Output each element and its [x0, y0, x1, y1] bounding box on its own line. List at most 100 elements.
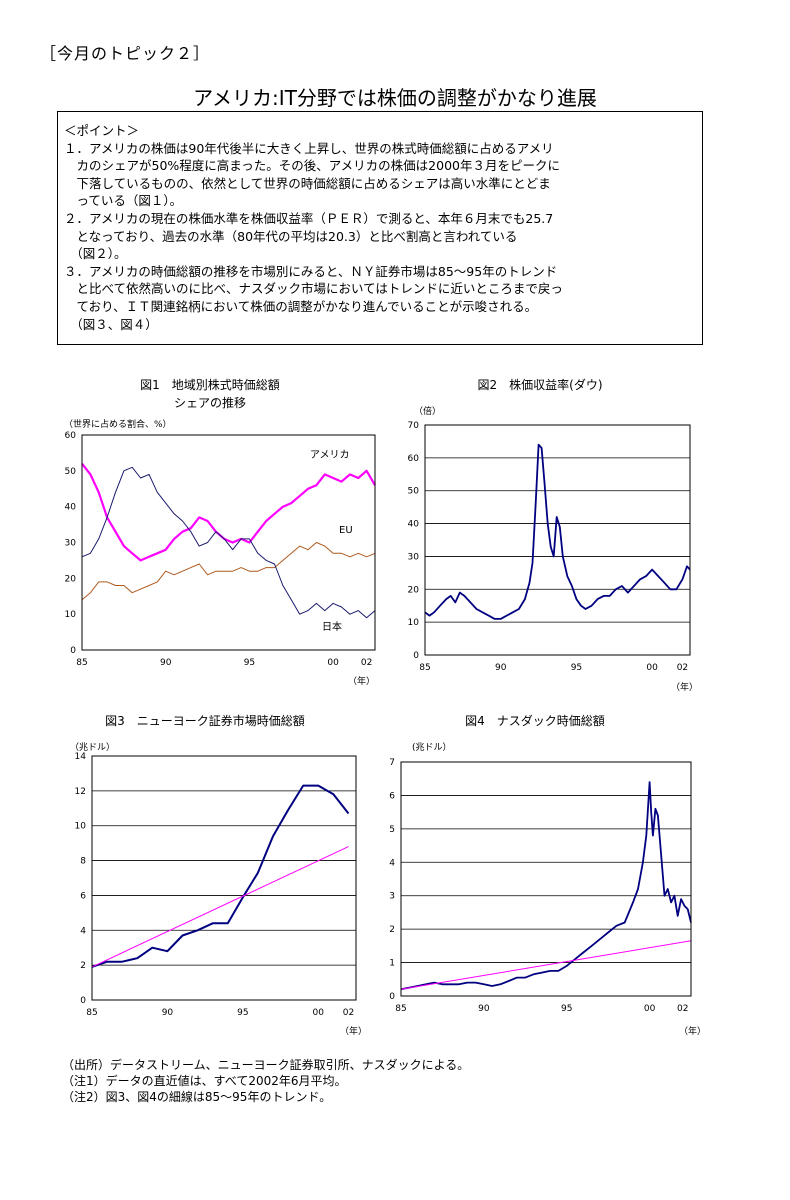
x-tick-label: 95: [237, 1008, 248, 1018]
plot-frame: [81, 434, 376, 651]
topic-label: ［今月のトピック２］: [40, 44, 211, 63]
point-line: ３．アメリカの時価総額の推移を市場別にみると、ＮＹ証券市場は85～95年のトレン…: [64, 263, 558, 279]
x-tick-label: 00: [646, 663, 658, 673]
y-tick-label: 50: [408, 487, 420, 497]
chart3-title: 図3 ニューヨーク証券市場時価総額: [105, 714, 305, 728]
x-tick-label: 85: [419, 663, 430, 673]
chart2-ylabel: （倍）: [414, 407, 442, 417]
note-line: （出所）データストリーム、ニューヨーク証券取引所、ナスダックによる。: [62, 1058, 470, 1072]
x-tick-label: 00: [644, 1004, 656, 1014]
series-line: [91, 784, 350, 968]
y-tick-label: 10: [75, 822, 87, 832]
y-tick-label: 40: [65, 503, 77, 513]
y-tick-label: 50: [65, 467, 77, 477]
chart2-svg: 0 10 20 30 40 50 60 70 85 90 95 00 02: [408, 421, 691, 673]
chart1-svg: 0 10 20 30 40 50 60 85 90 95 00 02: [65, 431, 376, 668]
x-tick-label: 95: [244, 658, 255, 668]
point-line: １．アメリカの株価は90年代後半に大きく上昇し、世界の株式時価総額に占めるアメリ: [64, 140, 554, 156]
chart4-ylabel: (兆ドル）: [412, 743, 452, 753]
chart1-xlabel: （年）: [348, 677, 376, 687]
x-tick-label: 90: [162, 1008, 174, 1018]
series-line: [400, 940, 692, 990]
chart4-svg: 0 1 2 3 4 5 6 7 85 90 95 00 02: [389, 758, 692, 1014]
point-line: （図３、図４）: [64, 316, 158, 332]
point-box: ＜ポイント＞ １．アメリカの株価は90年代後半に大きく上昇し、世界の株式時価総額…: [57, 111, 703, 345]
chart1-legend-eu: EU: [339, 525, 353, 536]
y-tick-label: 0: [70, 646, 76, 656]
y-tick-label: 4: [80, 926, 86, 936]
y-tick-label: 6: [80, 891, 86, 901]
y-tick-label: 1: [389, 959, 395, 969]
point-line: ており、ＩＴ関連銘柄において株価の調整がかなり進んでいることが示唆される。: [64, 298, 538, 314]
y-tick-label: 70: [408, 421, 420, 431]
x-tick-label: 85: [395, 1004, 406, 1014]
chart1-legend-jp: 日本: [322, 622, 342, 633]
chart3-xlabel: （年）: [340, 1027, 368, 1037]
y-tick-label: 10: [65, 610, 77, 620]
series-line: [81, 463, 376, 562]
x-tick-label: 90: [478, 1004, 490, 1014]
x-tick-label: 90: [160, 658, 172, 668]
y-tick-label: 20: [65, 574, 77, 584]
chart4-xlabel: （年）: [679, 1027, 707, 1037]
point-line: と比べて依然高いのに比べ、ナスダック市場においてはトレンドに近いところまで戻っ: [64, 281, 563, 297]
plot-frame: [424, 424, 691, 656]
y-tick-label: 8: [80, 857, 86, 867]
chart1-legend-us: アメリカ: [310, 450, 350, 461]
y-tick-label: 4: [389, 858, 395, 868]
y-tick-label: 40: [408, 520, 420, 530]
series-line: [81, 466, 376, 619]
y-tick-label: 0: [389, 992, 395, 1002]
x-tick-label: 90: [495, 663, 507, 673]
plot-frame: [400, 761, 692, 997]
chart4-title: 図4 ナスダック時価総額: [465, 714, 605, 728]
x-tick-label: 00: [327, 658, 339, 668]
point-heading: ＜ポイント＞: [64, 123, 140, 138]
point-line: ２．アメリカの現在の株価水準を株価収益率（ＰＥＲ）で測ると、本年６月末でも25.…: [64, 210, 554, 226]
y-tick-label: 12: [75, 787, 86, 797]
x-tick-label: 02: [677, 663, 688, 673]
series-line: [91, 846, 349, 968]
y-tick-label: 60: [65, 431, 77, 441]
y-tick-label: 60: [408, 454, 420, 464]
point-line: カのシェアが50%程度に高まった。その後、アメリカの株価は2000年３月をピーク…: [64, 158, 560, 174]
x-tick-label: 02: [677, 1004, 688, 1014]
y-tick-label: 6: [389, 791, 395, 801]
point-line: となっており、過去の水準（80年代の平均は20.3）と比べ割高と言われている: [64, 228, 518, 244]
x-tick-label: 02: [343, 1008, 354, 1018]
page-title: アメリカ:IT分野では株価の調整がかなり進展: [193, 86, 597, 110]
y-tick-label: 0: [80, 996, 86, 1006]
y-tick-label: 0: [413, 651, 419, 661]
x-tick-label: 95: [561, 1004, 572, 1014]
point-line: 下落しているものの、依然として世界の時価総額に占めるシェアは高い水準にとどま: [64, 175, 551, 191]
chart3-ylabel: （兆ドル）: [70, 743, 116, 753]
point-line: っている（図１）。: [64, 193, 183, 209]
note-line: （注1）データの直近値は、すべて2002年6月平均。: [62, 1074, 347, 1088]
y-tick-label: 7: [389, 758, 395, 768]
y-tick-label: 5: [389, 825, 395, 835]
x-tick-label: 85: [76, 658, 87, 668]
series-line: [424, 443, 691, 620]
x-tick-label: 00: [313, 1008, 325, 1018]
chart1-title: 図1 地域別株式時価総額: [140, 378, 280, 392]
x-tick-label: 02: [361, 658, 372, 668]
y-tick-label: 10: [408, 618, 420, 628]
plot-frame: [91, 755, 357, 1001]
chart2-xlabel: （年）: [671, 683, 699, 693]
y-tick-label: 30: [65, 539, 77, 549]
x-tick-label: 85: [86, 1008, 97, 1018]
chart2-title: 図2 株価収益率(ダウ): [477, 378, 603, 392]
series-line: [400, 781, 692, 991]
y-tick-label: 30: [408, 552, 420, 562]
x-tick-label: 95: [571, 663, 582, 673]
y-tick-label: 2: [389, 925, 395, 935]
source-notes: （出所）データストリーム、ニューヨーク証券取引所、ナスダックによる。 （注1）デ…: [62, 1057, 469, 1105]
y-tick-label: 2: [80, 961, 86, 971]
note-line: （注2）図3、図4の細線は85～95年のトレンド。: [62, 1090, 332, 1104]
y-tick-label: 14: [75, 752, 87, 762]
chart1-ylabel: （世界に占める割合、%）: [64, 420, 172, 430]
point-line: （図２）。: [64, 246, 127, 262]
series-line: [81, 542, 376, 601]
y-tick-label: 20: [408, 585, 420, 595]
